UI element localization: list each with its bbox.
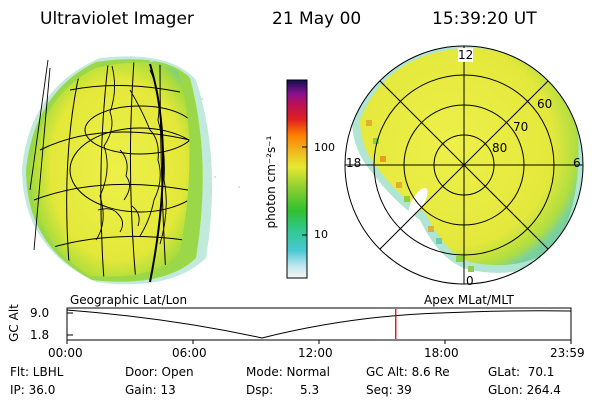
- mlat-label-60: 60: [537, 97, 553, 111]
- right-projection-label: Apex MLat/MLT: [424, 293, 514, 307]
- left-auroral-image: [22, 56, 240, 285]
- colorbar: [286, 79, 308, 279]
- timeline-ylabel: GC Alt: [7, 304, 21, 342]
- glon-status: GLon: 264.4: [488, 383, 561, 397]
- seq-status: Seq: 39: [366, 383, 412, 397]
- timeline-xtick-2359: 23:59: [550, 346, 585, 360]
- gain-status: Gain: 13: [125, 383, 176, 397]
- glat-status: GLat: 70.1: [488, 365, 555, 379]
- mlat-label-70: 70: [513, 120, 529, 134]
- left-projection-label: Geographic Lat/Lon: [70, 293, 188, 307]
- colorbar-tick-100: 100: [314, 141, 335, 154]
- time-label: 15:39:20 UT: [432, 9, 537, 29]
- mlt-label-12: 12: [458, 48, 474, 62]
- mlat-label-80: 80: [492, 141, 508, 155]
- mlt-label-0: 0: [466, 274, 474, 288]
- mode-status: Mode: Normal: [246, 365, 330, 379]
- filter-status: Flt: LBHL: [10, 365, 64, 379]
- instrument-title: Ultraviolet Imager: [40, 9, 194, 29]
- timeline-xtick-0600: 06:00: [172, 346, 207, 360]
- colorbar-unit-label: photon cm⁻²s⁻¹: [264, 135, 278, 229]
- ip-status: IP: 36.0: [10, 383, 56, 397]
- mlt-label-18: 18: [346, 156, 362, 170]
- timeline-ytick-high: 9.0: [30, 306, 50, 320]
- dsp-label: Dsp:: [246, 383, 274, 397]
- door-status: Door: Open: [125, 365, 194, 379]
- right-polar-plot: [344, 45, 584, 285]
- timeline-xtick-1800: 18:00: [424, 346, 459, 360]
- date-label: 21 May 00: [272, 9, 362, 29]
- timeline-ytick-low: 1.8: [30, 328, 50, 342]
- gc-alt-status: GC Alt: 8.6 Re: [366, 365, 450, 379]
- altitude-timeline: [66, 307, 572, 344]
- colorbar-tick-10: 10: [314, 228, 328, 241]
- dsp-value: 5.3: [300, 383, 320, 397]
- mlt-label-6: 6: [573, 156, 581, 170]
- timeline-xtick-0000: 00:00: [48, 346, 83, 360]
- timeline-xtick-1200: 12:00: [298, 346, 333, 360]
